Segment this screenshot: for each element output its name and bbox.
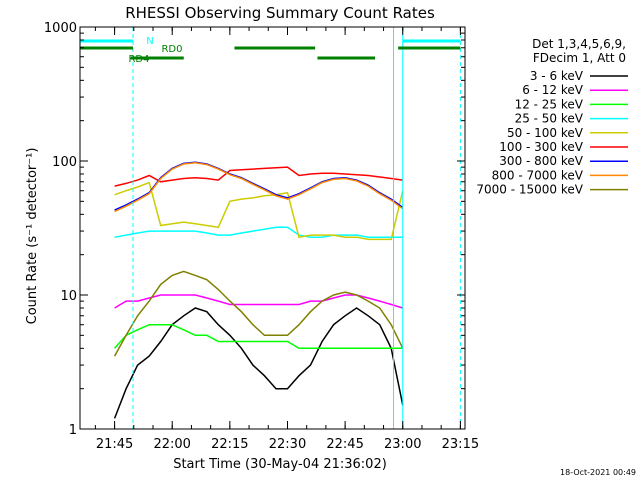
series-line-6 bbox=[114, 166, 403, 187]
x-tick-label: 23:15 bbox=[442, 437, 479, 452]
series-line-9 bbox=[113, 270, 404, 357]
x-tick-label: 22:00 bbox=[153, 437, 190, 452]
y-tick-label: 1000 bbox=[44, 21, 77, 36]
legend-label-6: 100 - 300 keV bbox=[499, 140, 583, 154]
legend-label-4: 25 - 50 keV bbox=[515, 112, 584, 126]
x-tick-label: 22:15 bbox=[211, 437, 248, 452]
x-tick-label: 23:00 bbox=[384, 437, 421, 452]
legend-label-2: 6 - 12 keV bbox=[522, 83, 584, 97]
series-line-5 bbox=[114, 181, 404, 241]
legend-label-9: 7000 - 15000 keV bbox=[476, 183, 583, 197]
plot-area: N RD0 RD4 bbox=[80, 27, 461, 429]
chart-title: RHESSI Observing Summary Count Rates bbox=[125, 4, 435, 22]
footer-timestamp: 18-Oct-2021 00:49 bbox=[560, 468, 636, 477]
x-axis-label: Start Time (30-May-04 21:36:02) bbox=[173, 457, 387, 472]
flag-label-rd4: RD4 bbox=[128, 54, 149, 65]
series-line-4 bbox=[114, 226, 403, 238]
legend-header-line2: FDecim 1, Att 0 bbox=[533, 51, 626, 65]
legend-label-5: 50 - 100 keV bbox=[507, 126, 584, 140]
legend: Det 1,3,4,5,6,9, FDecim 1, Att 0 3 - 6 k… bbox=[476, 37, 628, 197]
y-tick-label: 1 bbox=[69, 423, 77, 438]
axes: 1 10 100 1000 21:45 22:00 22:15 22:30 22:45 23:00… bbox=[44, 21, 479, 452]
series-line-1 bbox=[113, 307, 404, 419]
y-axis-label: Count Rate (s⁻¹ detector⁻¹) bbox=[25, 148, 40, 325]
flag-label-n: N bbox=[146, 36, 153, 47]
legend-label-3: 12 - 25 keV bbox=[515, 97, 584, 111]
y-tick-label: 100 bbox=[52, 155, 77, 170]
x-tick-label: 22:45 bbox=[326, 437, 363, 452]
y-tick-label: 10 bbox=[60, 289, 77, 304]
legend-label-8: 800 - 7000 keV bbox=[492, 168, 584, 182]
x-tick-label: 22:30 bbox=[269, 437, 306, 452]
legend-label-1: 3 - 6 keV bbox=[530, 69, 584, 83]
legend-label-7: 300 - 800 keV bbox=[499, 154, 583, 168]
series-line-3 bbox=[114, 323, 403, 350]
x-tick-label: 21:45 bbox=[96, 437, 133, 452]
legend-header-line1: Det 1,3,4,5,6,9, bbox=[532, 37, 626, 51]
flag-label-rd0: RD0 bbox=[161, 44, 182, 55]
plot-frame bbox=[79, 26, 466, 430]
series-line-8 bbox=[114, 162, 404, 213]
